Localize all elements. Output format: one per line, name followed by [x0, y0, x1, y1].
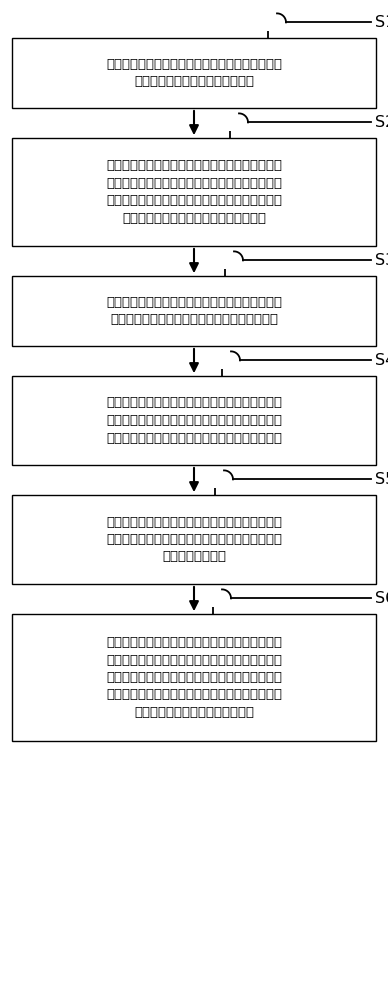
Text: S2: S2: [375, 115, 388, 130]
Text: 根据所述第二病灶区域中各连通区域间的距离，将
病灶区域中各连通区域进行合并，得到合并后的多
个第一病灶子区域: 根据所述第二病灶区域中各连通区域间的距离，将 病灶区域中各连通区域进行合并，得到…: [106, 516, 282, 564]
Text: 将所述待处理的第一图像序列中各帧图像分别输入
二维分割网络，得到所述第一图像序列的二维分割
结果，其中，所述二维分割结果包括各帧图像中所
述目标器官中的病灶对应: 将所述待处理的第一图像序列中各帧图像分别输入 二维分割网络，得到所述第一图像序列…: [106, 159, 282, 225]
FancyBboxPatch shape: [12, 376, 376, 465]
Text: S3: S3: [375, 253, 388, 268]
FancyBboxPatch shape: [12, 276, 376, 346]
Text: 将目标器官的多组图像序列中对应位置的图像进行
融合，得到待处理的第一图像序列: 将目标器官的多组图像序列中对应位置的图像进行 融合，得到待处理的第一图像序列: [106, 58, 282, 88]
FancyBboxPatch shape: [12, 38, 376, 108]
Text: S5: S5: [375, 472, 388, 487]
FancyBboxPatch shape: [12, 495, 376, 584]
Text: 根据所述第一病灶子区域和所述目标器官的多组图
像序列，对所述第一病灶子区域进行再合并及分类
处理，确定合并后的第二病灶子区域的类别，所述
类别包括一个假阳类别和: 根据所述第一病灶子区域和所述目标器官的多组图 像序列，对所述第一病灶子区域进行再…: [106, 636, 282, 719]
Text: 将所述第二图像序列输入三维分割网络，得到第二
图像序列的三维分割结果，其中，所述三维分割结
果包括所述目标器官中的病灶对应的第二病灶区域: 将所述第二图像序列输入三维分割网络，得到第二 图像序列的三维分割结果，其中，所述…: [106, 396, 282, 444]
Text: 将所述第一图像序列中各帧图像与所述二维分割结
果中对应帧的图像进行融合，得到第二图像序列: 将所述第一图像序列中各帧图像与所述二维分割结 果中对应帧的图像进行融合，得到第二…: [106, 296, 282, 326]
Text: S4: S4: [375, 353, 388, 368]
FancyBboxPatch shape: [12, 138, 376, 246]
FancyBboxPatch shape: [12, 614, 376, 741]
Text: S1: S1: [375, 15, 388, 30]
Text: S6: S6: [375, 591, 388, 606]
